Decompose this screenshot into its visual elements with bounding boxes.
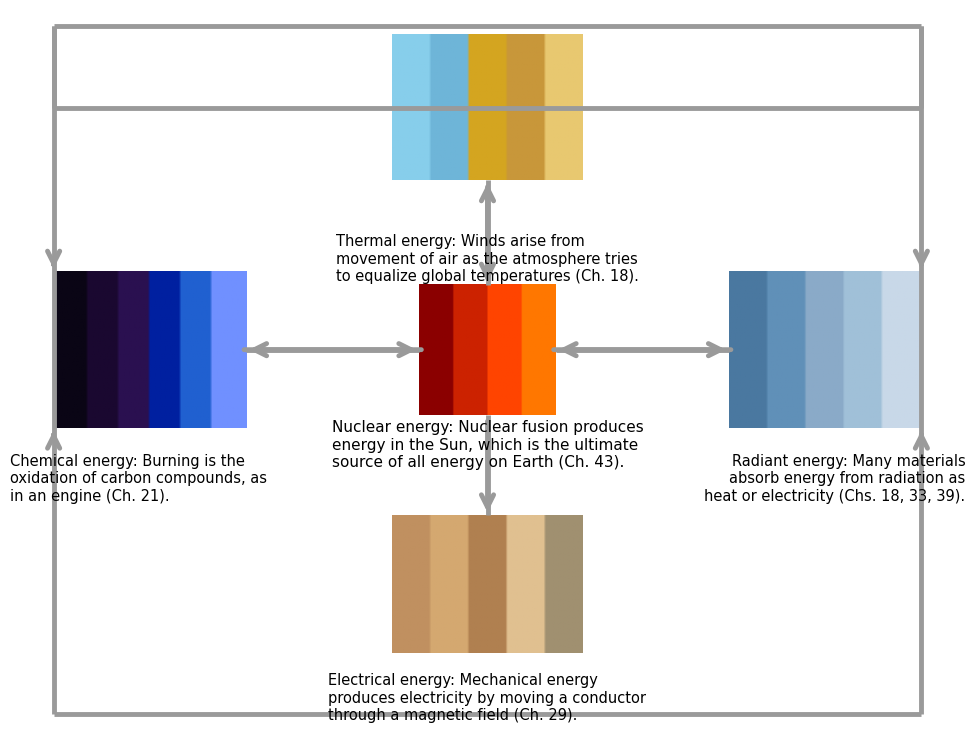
Text: Thermal energy: Winds arise from
movement of air as the atmosphere tries
to equa: Thermal energy: Winds arise from movemen…	[336, 234, 639, 284]
Text: Radiant energy: Many materials
absorb energy from radiation as
heat or electrici: Radiant energy: Many materials absorb en…	[704, 454, 965, 504]
Text: Chemical energy: Burning is the
oxidation of carbon compounds, as
in an engine (: Chemical energy: Burning is the oxidatio…	[10, 454, 267, 504]
Text: Electrical energy: Mechanical energy
produces electricity by moving a conductor
: Electrical energy: Mechanical energy pro…	[329, 673, 646, 723]
Text: Nuclear energy: Nuclear fusion produces
energy in the Sun, which is the ultimate: Nuclear energy: Nuclear fusion produces …	[332, 420, 644, 470]
